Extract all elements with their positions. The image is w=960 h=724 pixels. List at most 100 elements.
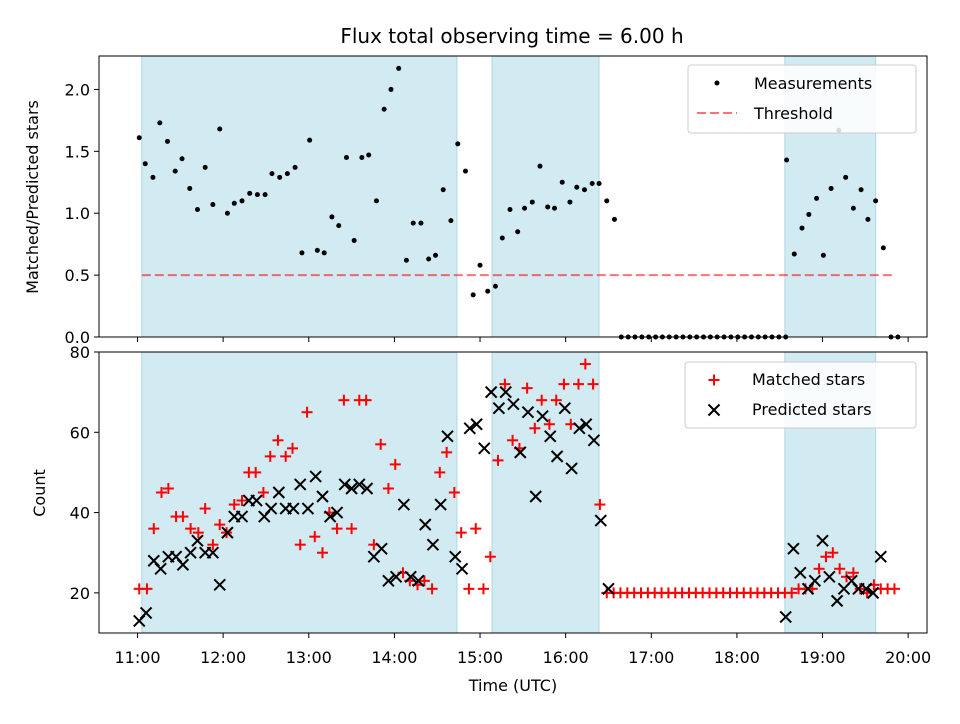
measurement-point bbox=[410, 220, 416, 226]
x-tick-label: 14:00 bbox=[371, 648, 417, 667]
predicted-star-marker bbox=[191, 534, 204, 547]
bottom-axes-frame bbox=[98, 351, 928, 634]
matched-star-marker bbox=[888, 583, 900, 595]
matched-star-marker bbox=[426, 583, 438, 595]
measurement-point bbox=[254, 192, 260, 198]
x-stroke-b bbox=[484, 385, 498, 399]
predicted-star-marker bbox=[529, 490, 542, 503]
y-tick-label: 20 bbox=[70, 584, 90, 603]
predicted-star-marker bbox=[301, 502, 315, 515]
matched-star-marker bbox=[301, 406, 313, 418]
predicted-star-marker bbox=[823, 570, 836, 584]
matched-star-marker bbox=[185, 523, 197, 535]
matched-star-marker bbox=[192, 527, 204, 539]
x-stroke-b bbox=[139, 606, 153, 620]
bottom-legend-box bbox=[684, 361, 917, 429]
x-stroke-b bbox=[206, 546, 220, 559]
matched-star-marker bbox=[272, 434, 284, 446]
measurement-point bbox=[814, 195, 820, 201]
measurement-point bbox=[202, 164, 208, 170]
x-stroke-b bbox=[176, 558, 190, 571]
x-stroke-b bbox=[330, 506, 344, 519]
predicted-star-marker bbox=[587, 434, 601, 447]
matched-star-marker bbox=[448, 487, 460, 498]
y-tick-label: 0.0 bbox=[65, 328, 90, 347]
x-stroke-b bbox=[184, 546, 197, 559]
predicted-star-marker bbox=[139, 606, 153, 620]
predicted-star-marker bbox=[536, 410, 549, 423]
observing-interval-band bbox=[141, 351, 458, 634]
measurement-point bbox=[373, 198, 379, 204]
matched-star-marker bbox=[847, 567, 859, 579]
legend-matched-marker bbox=[708, 374, 720, 386]
measurement-point bbox=[515, 229, 521, 235]
measurement-point bbox=[277, 174, 283, 180]
predicted-star-marker bbox=[419, 518, 432, 531]
matched-star-marker bbox=[492, 454, 504, 466]
predicted-star-marker bbox=[375, 542, 388, 555]
matched-star-marker bbox=[594, 499, 606, 511]
matched-star-marker bbox=[287, 442, 299, 454]
matched-star-marker bbox=[587, 378, 599, 390]
matched-star-marker bbox=[141, 583, 153, 595]
predicted-star-marker bbox=[794, 566, 807, 579]
bottom-ylabel: Count bbox=[30, 469, 49, 517]
observing-interval-band bbox=[141, 55, 458, 338]
predicted-star-marker bbox=[382, 574, 395, 588]
x-stroke-b bbox=[859, 582, 873, 596]
x-tick-label: 16:00 bbox=[543, 648, 589, 667]
predicted-star-marker bbox=[859, 582, 873, 596]
matched-star-marker bbox=[573, 378, 585, 390]
matched-star-marker bbox=[441, 446, 453, 458]
x-stroke-b bbox=[550, 450, 564, 463]
x-stroke-b bbox=[866, 586, 880, 600]
matched-star-marker bbox=[294, 539, 306, 551]
x-stroke-b bbox=[707, 403, 721, 417]
x-stroke-b bbox=[536, 410, 549, 423]
predicted-star-marker bbox=[550, 450, 564, 463]
measurement-point bbox=[529, 199, 535, 205]
measurement-point bbox=[247, 190, 253, 196]
x-stroke-b bbox=[808, 574, 822, 588]
x-stroke-b bbox=[558, 401, 572, 415]
bottom-panel: 20 40 60 80 11:00 12:00 13:00 14:00 15:00 16:00 17… bbox=[30, 343, 931, 695]
matched-star-marker bbox=[257, 487, 269, 498]
legend-matched-label: Matched stars bbox=[752, 370, 865, 389]
legend-predicted-marker bbox=[707, 403, 721, 417]
matched-star-marker bbox=[550, 394, 562, 406]
matched-star-marker bbox=[338, 394, 350, 406]
matched-star-marker bbox=[375, 438, 387, 450]
predicted-star-marker bbox=[544, 430, 557, 443]
predicted-star-marker bbox=[514, 446, 527, 459]
measurement-point bbox=[850, 205, 856, 211]
measurement-point bbox=[224, 210, 230, 216]
bottom-shaded-intervals bbox=[141, 351, 877, 634]
x-tick-label: 13:00 bbox=[286, 648, 332, 667]
measurement-point bbox=[292, 164, 298, 170]
matched-star-marker bbox=[389, 458, 401, 470]
measurement-point bbox=[366, 152, 372, 158]
x-stroke-b bbox=[580, 418, 593, 431]
x-tick-label: 17:00 bbox=[628, 648, 674, 667]
x-stroke-b bbox=[787, 542, 800, 555]
measurement-point bbox=[499, 235, 505, 241]
x-stroke-b bbox=[309, 470, 322, 483]
measurement-point bbox=[440, 187, 446, 193]
measurement-point bbox=[336, 223, 342, 229]
matched-star-markers bbox=[133, 358, 900, 599]
x-stroke-b bbox=[301, 502, 315, 515]
predicted-star-marker bbox=[345, 482, 358, 495]
predicted-star-marker bbox=[426, 538, 440, 551]
x-stroke-b bbox=[272, 486, 286, 499]
predicted-star-marker bbox=[816, 534, 829, 547]
top-legend: Measurements Threshold bbox=[687, 64, 917, 134]
x-stroke-b bbox=[169, 550, 183, 563]
predicted-star-marker bbox=[154, 562, 167, 575]
measurement-point bbox=[448, 218, 454, 224]
x-tick-label: 20:00 bbox=[885, 648, 931, 667]
predicted-star-marker bbox=[602, 582, 615, 596]
matched-star-marker bbox=[156, 487, 168, 498]
predicted-star-marker bbox=[213, 578, 226, 592]
measurement-point bbox=[470, 292, 476, 298]
measurement-point bbox=[142, 161, 148, 167]
